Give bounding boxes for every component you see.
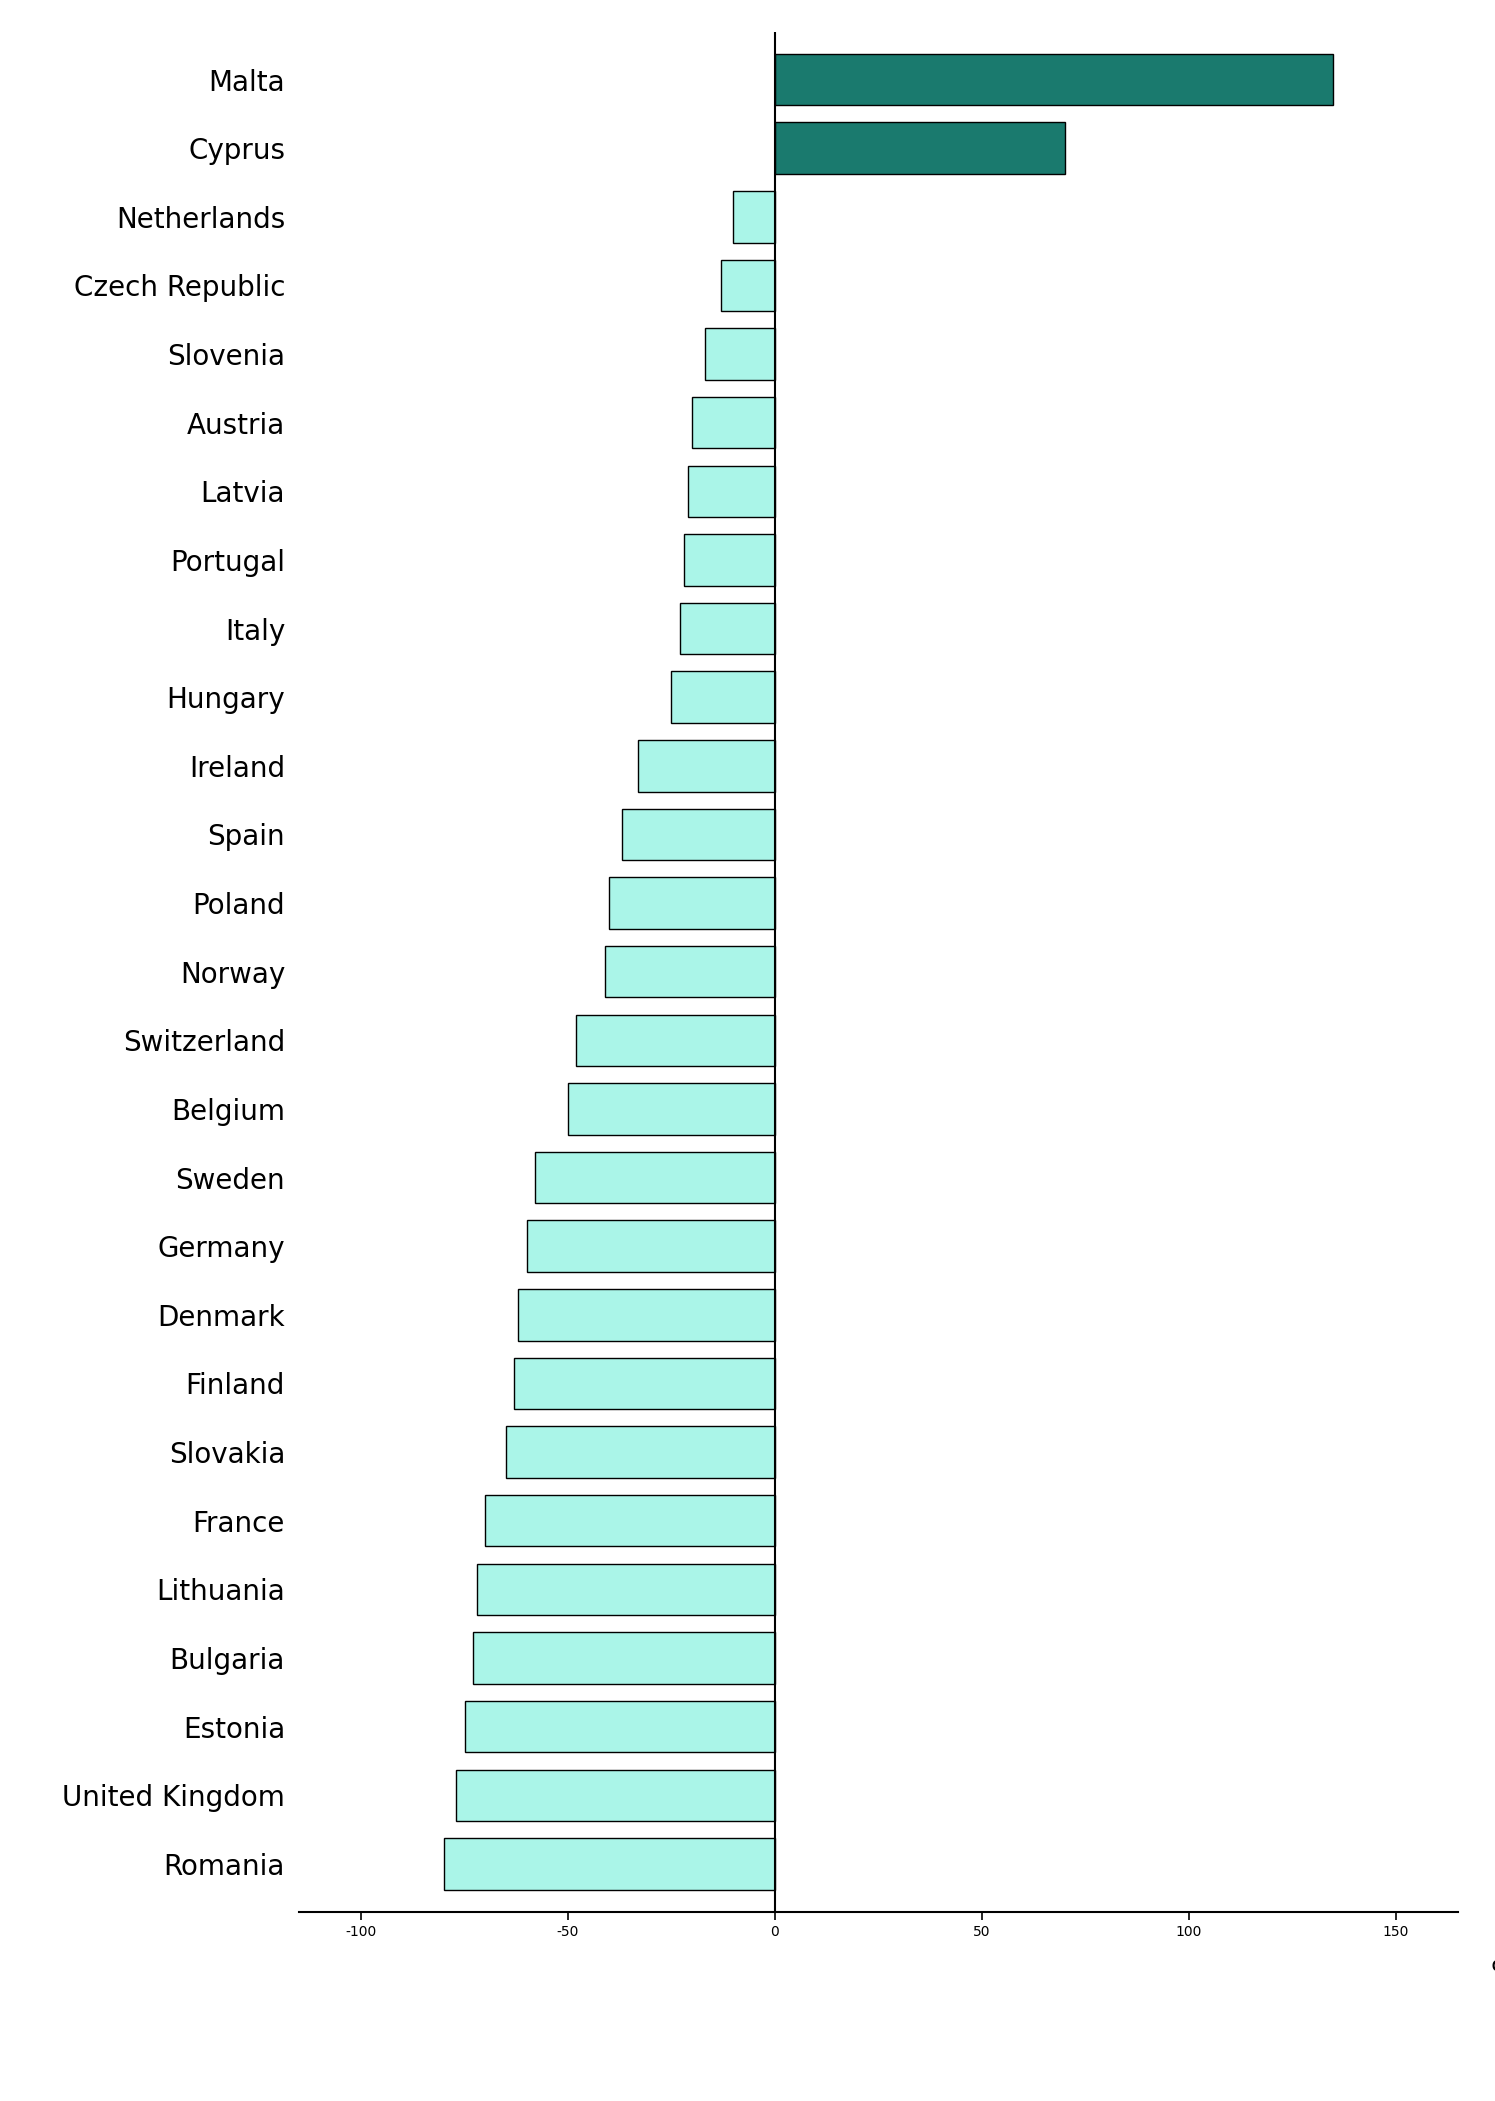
X-axis label: %: % <box>1491 1958 1495 1988</box>
Bar <box>680 603 774 653</box>
Bar <box>692 397 774 448</box>
Bar <box>456 1769 774 1822</box>
Bar <box>519 1290 774 1340</box>
Bar <box>444 1838 774 1889</box>
Bar <box>505 1427 774 1477</box>
Bar <box>477 1563 774 1616</box>
Bar <box>465 1702 774 1752</box>
Bar <box>721 261 774 311</box>
Bar <box>774 55 1334 105</box>
Bar <box>605 945 774 998</box>
Bar <box>486 1496 774 1546</box>
Bar <box>535 1151 774 1204</box>
Bar <box>526 1221 774 1271</box>
Bar <box>610 878 774 929</box>
Bar <box>576 1015 774 1065</box>
Bar <box>638 740 774 792</box>
Bar <box>774 122 1064 174</box>
Bar <box>514 1357 774 1410</box>
Bar <box>734 191 774 242</box>
Bar <box>622 809 774 859</box>
Bar <box>472 1632 774 1683</box>
Bar <box>568 1084 774 1135</box>
Bar <box>671 672 774 723</box>
Bar <box>704 328 774 380</box>
Bar <box>688 466 774 517</box>
Bar <box>683 534 774 586</box>
